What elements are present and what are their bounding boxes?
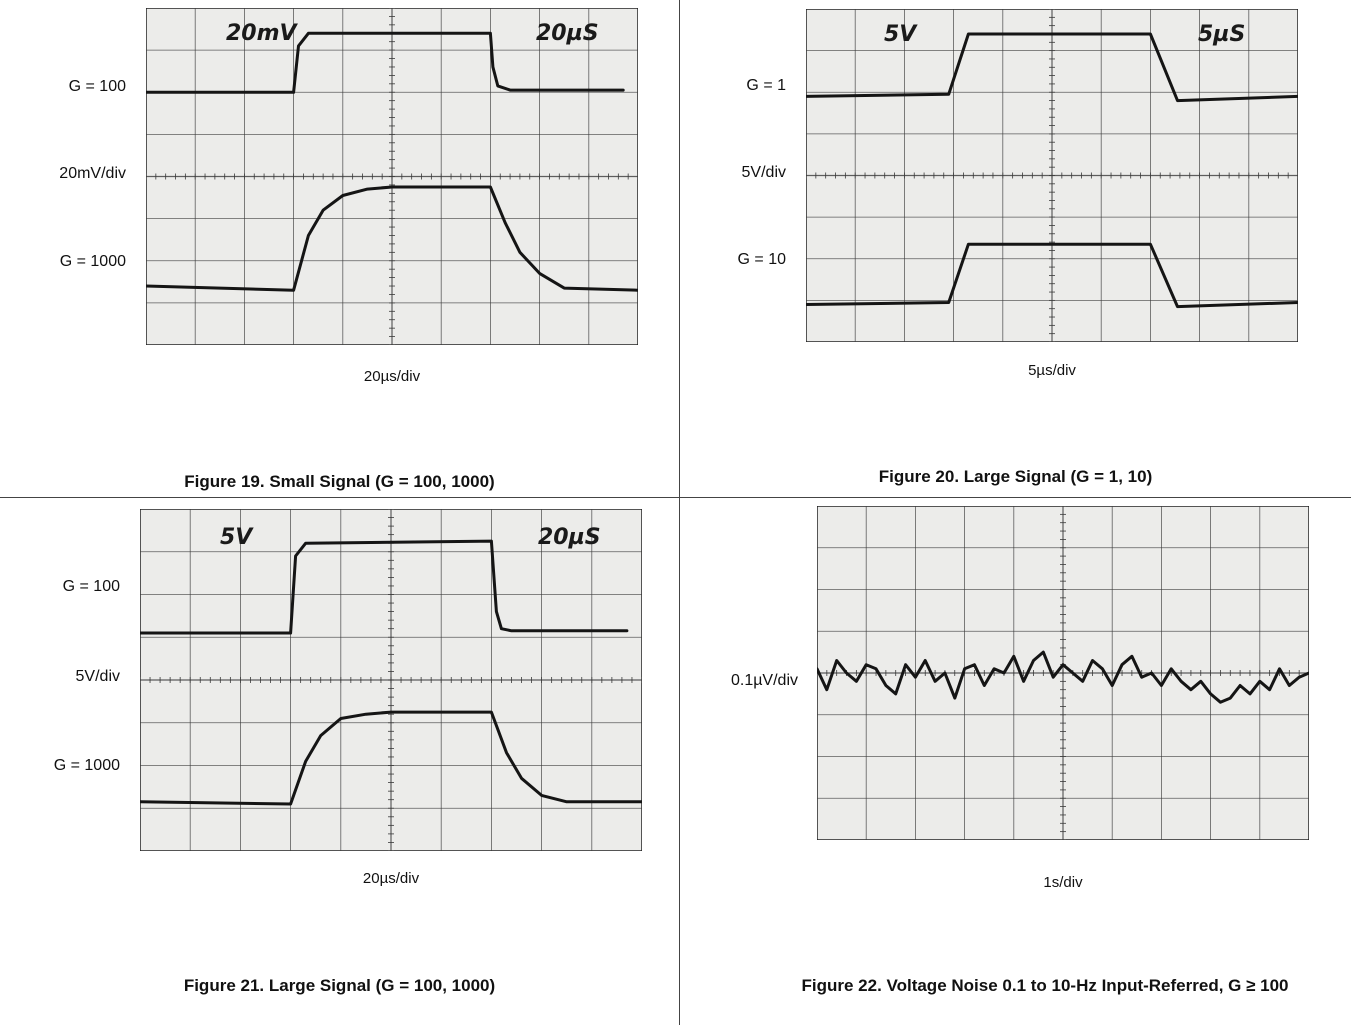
fig21-label-g100: G = 100 [62, 578, 120, 595]
panel-divider-vertical [679, 0, 680, 1025]
fig21-caption: Figure 21. Large Signal (G = 100, 1000) [183, 976, 496, 995]
fig21-label-scale: 5V/div [75, 668, 120, 685]
fig19-scope-time: 20µS [536, 21, 599, 46]
fig21-scope-volts: 5V [220, 525, 254, 550]
fig21-graticule [140, 509, 642, 851]
fig20-chart: 5V 5µS [806, 9, 1298, 342]
fig21-trace-g-1000 [140, 710, 642, 806]
fig19-graticule [146, 8, 638, 345]
fig20-xlabel: 5µs/div [1028, 362, 1076, 379]
fig19-label-scale: 20mV/div [59, 165, 126, 182]
fig21-xlabel: 20µs/div [362, 870, 420, 887]
fig21-scope-screen: 5V 20µS [140, 509, 642, 851]
fig21-chart: 5V 20µS [140, 509, 642, 851]
fig20-label-scale: 5V/div [741, 164, 786, 181]
fig22-xlabel: 1s/div [1043, 874, 1083, 891]
fig22-caption: Figure 22. Voltage Noise 0.1 to 10-Hz In… [801, 976, 1289, 995]
fig21-trace-g-100 [140, 539, 629, 635]
fig20-scope-time: 5µS [1198, 22, 1245, 47]
fig22-chart [817, 506, 1309, 840]
fig19-caption: Figure 19. Small Signal (G = 100, 1000) [184, 472, 495, 491]
fig19-scope-screen: 20mV 20µS [146, 8, 638, 345]
fig19-xlabel: 20µs/div [363, 368, 421, 385]
fig22-trace-noise [817, 650, 1309, 704]
fig21-scope-time: 20µS [538, 525, 601, 550]
fig20-scope-volts: 5V [884, 22, 918, 47]
panel-divider-horizontal [0, 497, 1351, 498]
fig19-trace-g-100 [146, 31, 625, 94]
fig19-scope-volts: 20mV [226, 21, 299, 46]
fig22-graticule [817, 506, 1309, 840]
fig20-label-g10: G = 10 [737, 251, 786, 268]
fig20-trace-g-10 [806, 242, 1298, 309]
fig22-label-scale: 0.1µV/div [730, 672, 798, 689]
fig20-graticule [806, 9, 1298, 342]
fig19-chart: 20mV 20µS [146, 8, 638, 345]
fig19-label-g100: G = 100 [68, 78, 126, 95]
fig20-label-g1: G = 1 [746, 77, 786, 94]
fig19-trace-g-1000 [146, 185, 638, 292]
fig20-caption: Figure 20. Large Signal (G = 1, 10) [878, 467, 1153, 486]
fig21-label-g1000: G = 1000 [53, 757, 120, 774]
fig20-scope-screen: 5V 5µS [806, 9, 1298, 342]
fig20-trace-g-1 [806, 32, 1298, 103]
fig22-scope-screen [817, 506, 1309, 840]
fig19-label-g1000: G = 1000 [59, 253, 126, 270]
